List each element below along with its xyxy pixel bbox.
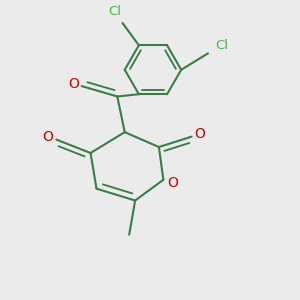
Text: O: O: [43, 130, 53, 144]
Text: O: O: [194, 127, 206, 141]
Text: Cl: Cl: [215, 39, 228, 52]
Text: O: O: [68, 77, 79, 91]
Text: O: O: [167, 176, 178, 190]
Text: Cl: Cl: [108, 5, 121, 18]
